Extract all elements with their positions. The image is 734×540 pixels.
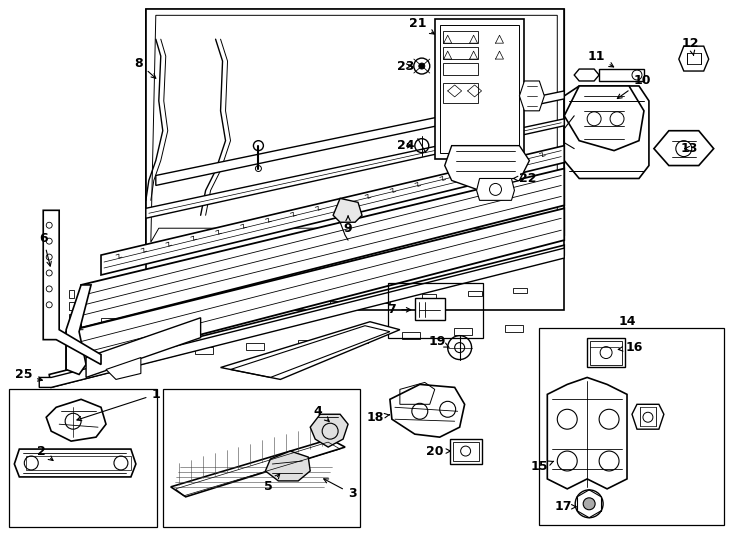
Polygon shape: [679, 46, 709, 71]
Bar: [101, 318, 115, 323]
Text: 1: 1: [77, 388, 160, 421]
Text: 2: 2: [37, 444, 53, 461]
Text: 18: 18: [366, 411, 389, 424]
Polygon shape: [574, 69, 599, 81]
Bar: [454, 328, 472, 335]
Bar: [443, 83, 478, 103]
Bar: [506, 325, 523, 332]
Polygon shape: [476, 179, 515, 200]
Bar: [330, 301, 344, 306]
Text: 25: 25: [15, 368, 43, 381]
Bar: [514, 288, 528, 293]
Bar: [422, 294, 436, 299]
Bar: [298, 340, 316, 347]
Polygon shape: [86, 318, 200, 377]
Polygon shape: [43, 210, 101, 364]
Circle shape: [584, 498, 595, 510]
Text: 12: 12: [682, 37, 700, 55]
Polygon shape: [654, 131, 713, 166]
Bar: [453, 442, 479, 461]
Polygon shape: [156, 91, 564, 185]
Text: 20: 20: [426, 444, 451, 457]
Bar: [10, 389, 157, 526]
Text: 15: 15: [531, 461, 553, 474]
Bar: [443, 47, 478, 59]
Polygon shape: [520, 81, 545, 111]
Bar: [468, 291, 482, 296]
Polygon shape: [146, 9, 564, 250]
Text: 22: 22: [513, 172, 536, 185]
Bar: [69, 302, 74, 310]
Polygon shape: [564, 86, 649, 179]
Polygon shape: [15, 449, 136, 477]
Polygon shape: [632, 404, 664, 429]
Text: 7: 7: [388, 303, 411, 316]
Polygon shape: [39, 248, 564, 387]
Bar: [91, 355, 109, 361]
Polygon shape: [310, 414, 348, 447]
Bar: [69, 314, 74, 322]
Text: 19: 19: [429, 335, 449, 348]
Bar: [599, 69, 644, 81]
Polygon shape: [101, 146, 564, 275]
Polygon shape: [548, 377, 627, 489]
Bar: [440, 25, 520, 153]
Polygon shape: [445, 146, 529, 191]
Text: 3: 3: [324, 479, 357, 501]
Bar: [247, 343, 264, 350]
Bar: [402, 332, 420, 339]
Bar: [587, 338, 625, 368]
Circle shape: [419, 63, 425, 69]
Bar: [163, 389, 360, 526]
Text: 24: 24: [397, 139, 415, 152]
Polygon shape: [146, 119, 564, 218]
Polygon shape: [66, 208, 564, 369]
Polygon shape: [266, 451, 310, 481]
Text: 16: 16: [618, 341, 643, 354]
Bar: [195, 347, 213, 354]
Polygon shape: [146, 9, 564, 310]
Text: 6: 6: [39, 232, 51, 266]
Text: 5: 5: [264, 474, 280, 494]
Bar: [147, 314, 161, 319]
Text: 17: 17: [554, 500, 576, 514]
Text: 21: 21: [409, 17, 435, 34]
Bar: [69, 290, 74, 298]
Bar: [26, 456, 131, 470]
Text: 14: 14: [618, 315, 636, 328]
Bar: [539, 328, 724, 525]
Polygon shape: [220, 322, 400, 380]
Polygon shape: [106, 357, 141, 380]
Polygon shape: [333, 198, 362, 222]
Text: 8: 8: [134, 57, 156, 78]
Text: 13: 13: [680, 142, 697, 155]
Bar: [388, 283, 482, 338]
Polygon shape: [390, 384, 465, 437]
Bar: [350, 336, 368, 343]
Polygon shape: [81, 168, 564, 328]
Polygon shape: [46, 400, 106, 441]
Bar: [435, 19, 524, 159]
Text: 23: 23: [397, 59, 415, 72]
Bar: [450, 439, 482, 464]
Polygon shape: [171, 439, 345, 497]
Polygon shape: [564, 86, 644, 151]
Bar: [376, 298, 390, 303]
Text: 9: 9: [344, 216, 352, 235]
Bar: [192, 311, 206, 316]
Bar: [443, 31, 478, 43]
Bar: [415, 298, 445, 320]
Bar: [143, 351, 161, 358]
Bar: [239, 308, 252, 313]
Bar: [69, 326, 74, 334]
Bar: [284, 305, 298, 309]
Bar: [443, 63, 478, 75]
Polygon shape: [66, 285, 91, 374]
Text: 11: 11: [587, 50, 614, 67]
Polygon shape: [49, 245, 564, 387]
Text: 10: 10: [617, 75, 651, 98]
Text: 4: 4: [314, 405, 329, 422]
Bar: [590, 341, 622, 364]
